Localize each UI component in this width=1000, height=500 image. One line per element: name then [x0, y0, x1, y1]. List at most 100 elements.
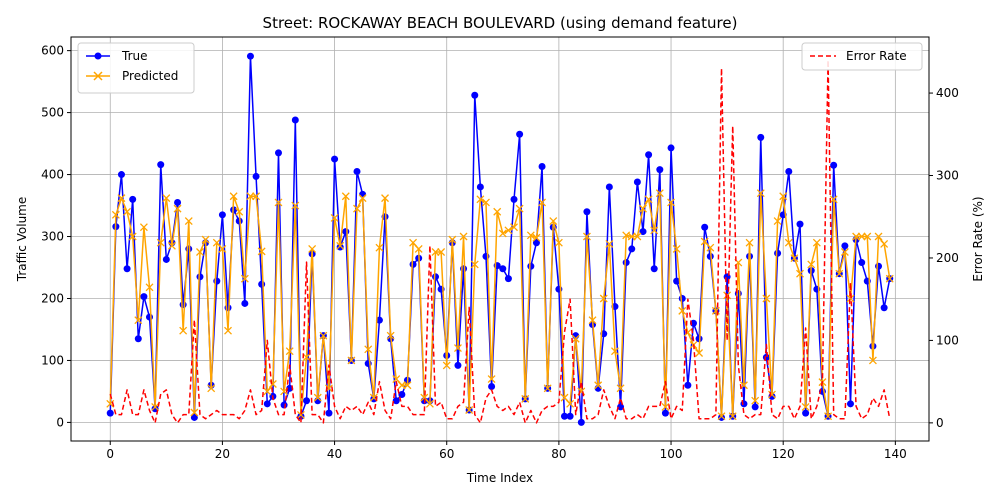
series-predicted-point [336, 241, 345, 250]
series-true-point [353, 167, 361, 175]
y2-tick-label: 300 [936, 169, 959, 183]
y2-axis-ticks: 0 100 200 300 400 [929, 86, 959, 430]
series-true-point [841, 242, 849, 250]
series-predicted-point [291, 201, 300, 210]
series-predicted-point [156, 238, 165, 247]
series-true-point [235, 217, 243, 225]
series-predicted-point [824, 412, 833, 421]
series-predicted-point [123, 207, 132, 216]
series-true-point [241, 299, 249, 307]
series-true-point [510, 195, 518, 203]
series-true-point [673, 277, 681, 285]
series-true-point [291, 116, 299, 124]
series-predicted-point [173, 204, 182, 213]
series-predicted-point [465, 406, 474, 414]
y-tick-label: 400 [41, 168, 64, 182]
series-predicted-point [493, 207, 502, 216]
series-predicted-point [111, 210, 120, 219]
series-predicted-point [482, 198, 490, 207]
series-predicted-point [582, 232, 591, 241]
series-predicted-point [302, 353, 311, 362]
series-true-point [146, 313, 154, 321]
series-predicted-point [235, 207, 244, 216]
series-predicted-point [128, 232, 137, 241]
series-true-point [628, 245, 636, 253]
series-true-point [532, 239, 540, 247]
series-true-point [263, 400, 271, 408]
series-predicted-point [549, 217, 558, 225]
x-tick-label: 120 [772, 447, 795, 461]
series-true-point [117, 171, 125, 179]
series-predicted-point [184, 217, 193, 225]
series-predicted-point [784, 238, 793, 247]
series-true-point [454, 361, 462, 369]
series-true-point [880, 304, 888, 312]
series-predicted-point [728, 412, 737, 421]
series-predicted-point [313, 393, 322, 402]
series-predicted-point [453, 344, 462, 353]
series-predicted-point [134, 316, 143, 325]
series-predicted-point [616, 384, 625, 393]
series-predicted-point [790, 254, 799, 263]
series-predicted-point [162, 194, 171, 203]
series-predicted-point [588, 316, 597, 325]
series-true-point [802, 409, 810, 417]
y-tick-label: 0 [56, 415, 64, 429]
series-predicted-point [706, 243, 715, 252]
series-predicted-point [420, 393, 429, 402]
series-true-point [303, 397, 311, 405]
series-predicted-point [639, 204, 647, 213]
series-true-point [639, 228, 647, 236]
series-predicted-point [594, 381, 603, 390]
series-predicted-point [700, 237, 709, 246]
series-true-point [858, 259, 866, 267]
series-predicted-point [683, 328, 692, 337]
legend-right: Error Rate [801, 42, 923, 71]
series-predicted-point [807, 260, 816, 269]
y-tick-label: 300 [41, 230, 64, 244]
series-true-point [785, 167, 793, 175]
series-predicted-point [801, 402, 810, 411]
series-true-point [499, 265, 507, 273]
series-predicted-point [145, 283, 154, 292]
series-predicted-point [868, 356, 877, 365]
series-true-point [650, 265, 658, 273]
series-true-point [706, 252, 714, 260]
series-predicted-point [796, 269, 804, 278]
y2-tick-label: 100 [936, 333, 959, 347]
series-predicted-point [487, 375, 496, 383]
series-true-point [297, 412, 305, 420]
series-predicted-point [330, 213, 339, 222]
x-axis-ticks: 0 20 40 60 80 100 120 140 [106, 441, 907, 461]
series-predicted-line [109, 192, 891, 417]
series-true-point [538, 163, 546, 171]
series-true-point [325, 409, 333, 417]
series-predicted-point [857, 232, 866, 241]
series-predicted-point [543, 384, 552, 393]
series-true-point [830, 161, 838, 169]
series-predicted-point [762, 294, 771, 303]
series-predicted-point [196, 248, 204, 256]
x-tick-label: 140 [884, 447, 907, 461]
series-true-point [392, 397, 400, 405]
series-true-point [667, 144, 675, 152]
series-predicted-point [627, 232, 636, 241]
series-predicted-point [347, 356, 356, 365]
series-true-point [162, 255, 170, 263]
series-predicted-point [167, 241, 176, 250]
series-predicted-point [599, 294, 608, 303]
series-predicted-point [605, 239, 614, 248]
series-predicted-point [229, 192, 238, 201]
series-true-point [701, 223, 709, 231]
series-predicted-point [526, 231, 535, 240]
series-predicted-point [521, 394, 530, 403]
series-predicted-point [470, 260, 479, 269]
series-predicted-point [431, 248, 440, 256]
series-true-point [617, 403, 625, 411]
series-predicted-point [257, 247, 266, 256]
series-predicted-point [846, 294, 855, 303]
series-true-point [740, 400, 748, 408]
series-predicted-point [880, 239, 889, 248]
series-predicted-point [644, 195, 653, 204]
series-predicted-point [723, 291, 732, 300]
